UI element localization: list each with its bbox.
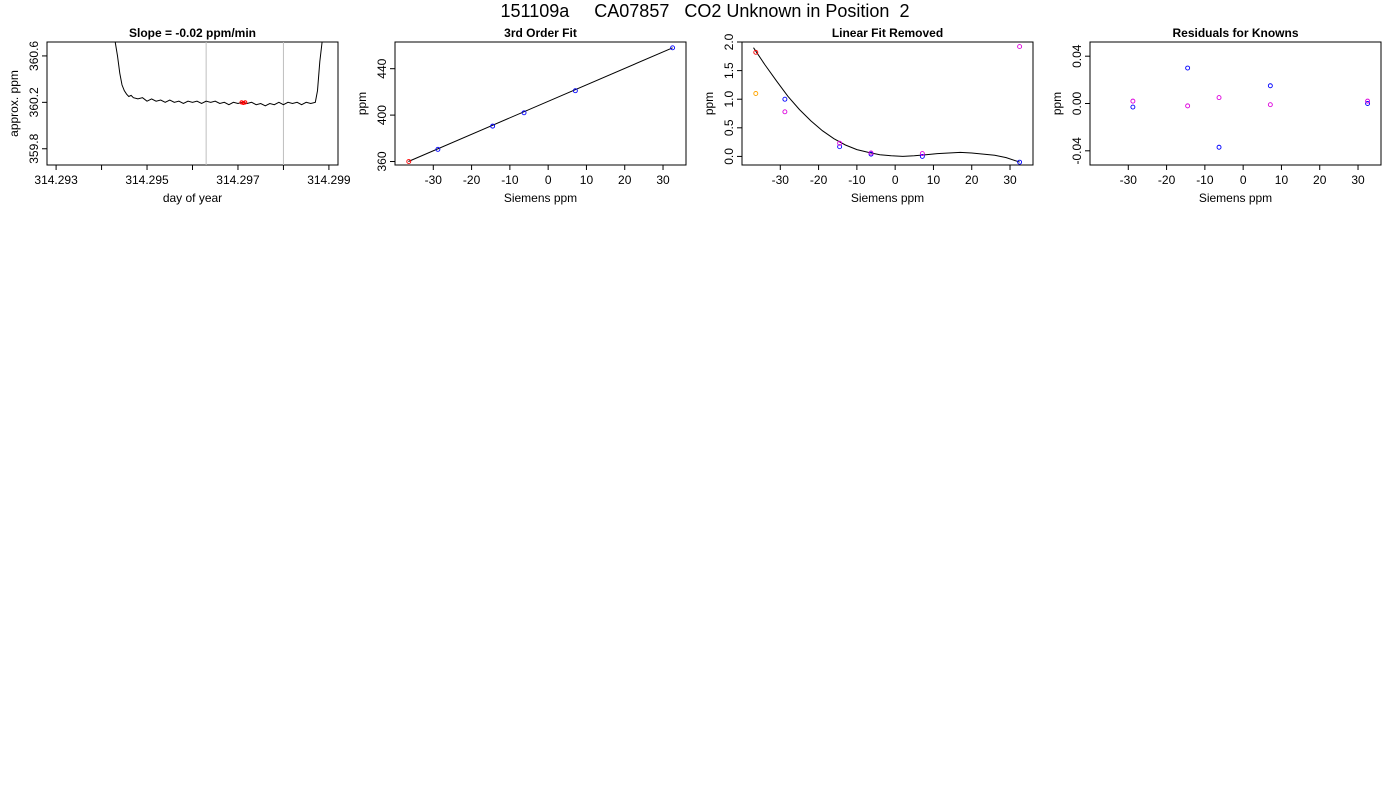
chart-title: Slope = -0.02 ppm/min: [129, 26, 256, 40]
x-tick-label: -30: [425, 173, 443, 187]
y-axis-label: ppm: [1050, 92, 1064, 115]
fit-line: [408, 47, 673, 162]
panel-1: Slope = -0.02 ppm/min 314.293 314.295 314.2…: [7, 26, 351, 205]
plot-frame: [394, 41, 687, 166]
data-point: [1017, 44, 1023, 50]
x-axis-label: Siemens ppm: [1199, 191, 1272, 205]
x-tick-label: 30: [1003, 173, 1017, 187]
x-tick-label: 30: [1351, 173, 1365, 187]
x-tick-label: 0: [545, 173, 552, 187]
x-tick-label: 20: [1313, 173, 1327, 187]
x-axis-label: Siemens ppm: [504, 191, 577, 205]
data-point: [1365, 101, 1371, 106]
data-point: [1130, 104, 1136, 110]
data-point: [868, 150, 874, 156]
x-tick-label: -20: [1158, 173, 1176, 187]
x-tick-label: 314.293: [34, 173, 78, 187]
x-tick-label: -10: [848, 173, 866, 187]
data-layer: [753, 44, 1023, 165]
y-tick-label: 440: [375, 58, 389, 78]
data-point: [1216, 144, 1222, 150]
data-point: [753, 91, 759, 96]
chart-title: Linear Fit Removed: [832, 26, 943, 40]
data-layer: [406, 45, 676, 164]
panel-3: Linear Fit Removed -30 -20 -10 0 10 20 30 0.0 0.5…: [702, 26, 1034, 205]
data-point: [1185, 65, 1191, 71]
y-tick-label: 0.0: [722, 148, 736, 165]
y-tick-label: 1.5: [722, 62, 736, 79]
x-tick-label: 10: [927, 173, 941, 187]
data-layer: [114, 42, 323, 165]
data-point: [782, 109, 788, 115]
data-point: [435, 146, 441, 152]
y-tick-label: 360.2: [27, 87, 41, 117]
y-tick-label: 0.00: [1070, 91, 1084, 115]
fit-curve: [753, 47, 1020, 163]
plot-frame: [741, 41, 1034, 166]
y-axis-label: approx. ppm: [7, 70, 21, 137]
data-point: [1130, 98, 1136, 104]
data-point: [1017, 159, 1023, 165]
data-point: [1185, 103, 1191, 109]
x-axis-label: Siemens ppm: [851, 191, 924, 205]
x-tick-label: -30: [1120, 173, 1138, 187]
data-point: [1365, 98, 1371, 104]
x-tick-label: 0: [1240, 173, 1247, 187]
x-tick-label: 30: [656, 173, 670, 187]
x-tick-label: -30: [772, 173, 790, 187]
data-point: [670, 45, 676, 51]
y-tick-label: 0.04: [1070, 44, 1084, 68]
data-point: [1267, 83, 1273, 89]
page-title: 151109a CA07857 CO2 Unknown in Position …: [500, 1, 910, 21]
data-point: [753, 49, 759, 55]
data-line: [114, 42, 323, 107]
y-axis-label: ppm: [702, 92, 716, 115]
data-point: [782, 96, 788, 102]
x-tick-label: 314.295: [125, 173, 169, 187]
chart-title: 3rd Order Fit: [504, 26, 577, 40]
panel-2: 3rd Order Fit -30 -20 -10 0 10 20 30 360 400 440 Si…: [355, 26, 687, 205]
y-tick-label: 360: [375, 151, 389, 171]
x-tick-label: 314.297: [216, 173, 260, 187]
x-tick-label: -20: [810, 173, 828, 187]
x-tick-label: 314.299: [307, 173, 351, 187]
y-tick-label: 1.0: [722, 91, 736, 108]
data-point: [1267, 102, 1273, 108]
x-tick-label: -10: [501, 173, 519, 187]
data-point: [837, 140, 843, 146]
y-tick-label: -0.04: [1070, 137, 1084, 165]
y-tick-label: 2.0: [722, 33, 736, 50]
data-layer: [1130, 65, 1371, 150]
x-tick-label: 10: [580, 173, 594, 187]
y-tick-label: 360.6: [27, 41, 41, 71]
y-axis-label: ppm: [355, 92, 369, 115]
y-tick-label: 400: [375, 105, 389, 125]
x-tick-label: 20: [618, 173, 632, 187]
x-tick-label: 0: [892, 173, 899, 187]
highlight-point: [243, 100, 248, 105]
data-point: [919, 151, 925, 157]
x-tick-label: -20: [463, 173, 481, 187]
data-point: [521, 110, 527, 116]
data-point: [490, 123, 496, 129]
chart-title: Residuals for Knowns: [1172, 26, 1298, 40]
x-tick-label: -10: [1196, 173, 1214, 187]
data-point: [572, 88, 578, 94]
x-tick-label: 20: [965, 173, 979, 187]
data-point: [919, 153, 925, 159]
data-point: [406, 159, 412, 164]
x-axis-label: day of year: [163, 191, 222, 205]
plot-frame: [1089, 41, 1382, 166]
data-point: [1216, 95, 1222, 101]
x-tick-label: 10: [1275, 173, 1289, 187]
data-point: [837, 144, 843, 150]
panel-4: Residuals for Knowns -30 -20 -10 0 10 20 30 -0.0…: [1050, 26, 1382, 205]
y-tick-label: 359.8: [27, 133, 41, 163]
y-tick-label: 0.5: [722, 119, 736, 136]
